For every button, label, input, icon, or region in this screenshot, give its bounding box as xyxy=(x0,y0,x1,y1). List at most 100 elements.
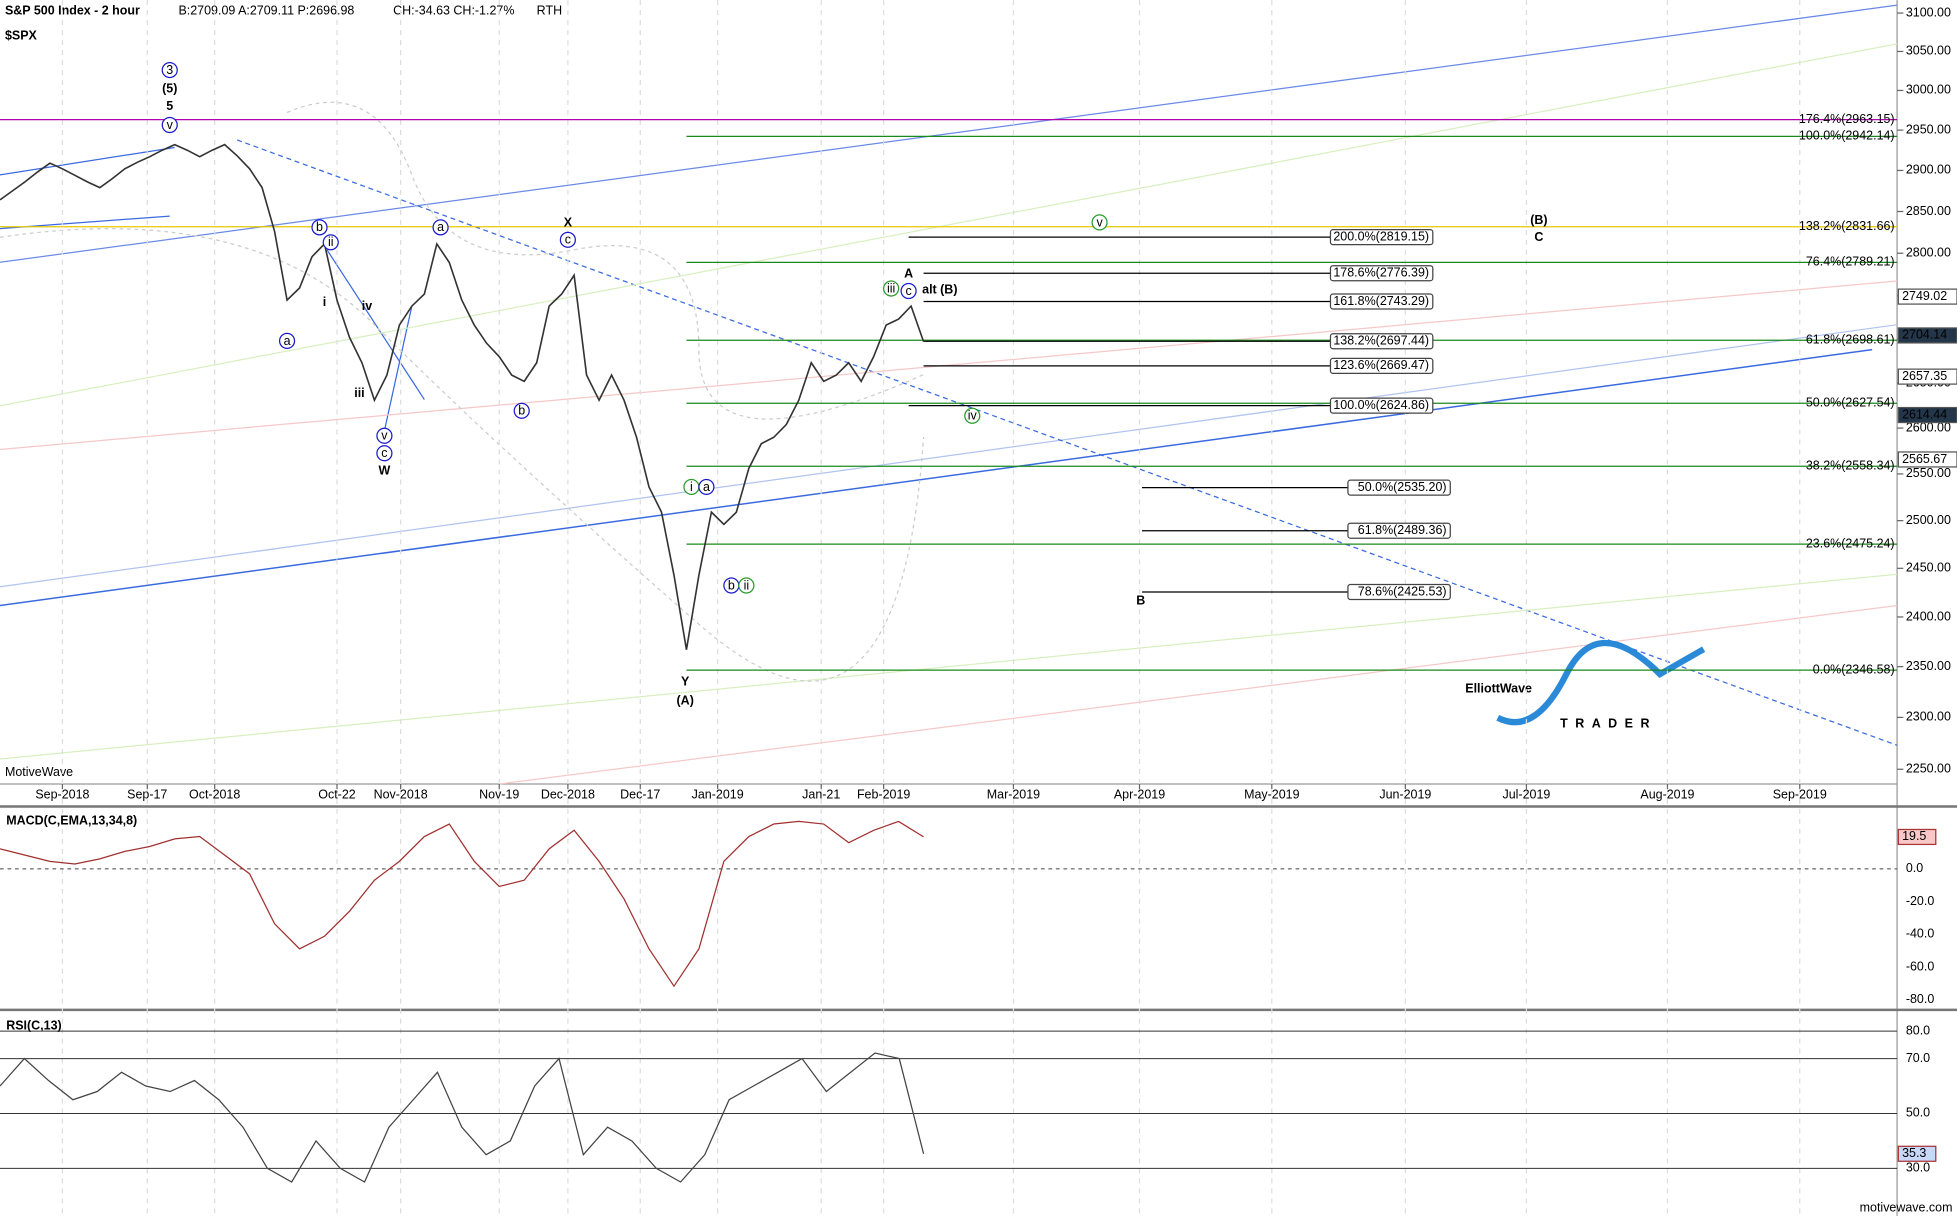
wave-label: C xyxy=(1534,230,1543,244)
panel-title: MACD(C,EMA,13,34,8) xyxy=(6,814,137,828)
projection-label: 50.0%(2535.20) xyxy=(1358,480,1447,494)
wave-label: W xyxy=(379,464,391,478)
wave-label: v xyxy=(381,429,388,443)
x-tick-label: Oct-22 xyxy=(318,788,355,802)
change: CH:-34.63 CH:-1.27% xyxy=(393,4,514,18)
trend-line xyxy=(0,43,1898,407)
y-tick-label: 80.0 xyxy=(1906,1023,1930,1037)
chart-title: S&P 500 Index - 2 hour xyxy=(5,4,140,18)
wave-label: a xyxy=(284,334,291,348)
wave-label: 5 xyxy=(166,99,173,113)
x-tick-label: Jan-2019 xyxy=(692,788,744,802)
projection-box xyxy=(1329,357,1434,375)
wave-label: v xyxy=(167,118,174,132)
wave-circle xyxy=(322,234,339,251)
x-tick-label: May-2019 xyxy=(1244,788,1300,802)
x-tick-label: Jun-2019 xyxy=(1379,788,1431,802)
y-tick-label: 3100.00 xyxy=(1906,5,1951,19)
wave-label: Y xyxy=(681,675,690,689)
y-tick-label: -80.0 xyxy=(1906,992,1934,1006)
projection-box xyxy=(1329,229,1434,246)
indicator-tag xyxy=(1897,1145,1937,1162)
x-tick-label: Oct-2018 xyxy=(189,788,240,802)
y-tick-label: 0.0 xyxy=(1906,861,1923,875)
wave-circle xyxy=(698,478,715,496)
indicator-line xyxy=(0,1052,925,1183)
wave-label: (A) xyxy=(677,693,694,707)
session: RTH xyxy=(537,4,562,18)
x-tick-label: Apr-2019 xyxy=(1114,788,1165,802)
wave-circle xyxy=(738,577,755,594)
quote: B:2709.09 A:2709.11 P:2696.98 xyxy=(178,4,354,18)
wave-label: c xyxy=(905,284,911,298)
indicator-tag xyxy=(1897,828,1937,846)
trend-line xyxy=(0,573,1898,760)
y-tick-label: 50.0 xyxy=(1906,1106,1930,1120)
fib-label: 76.4%(2789.21) xyxy=(1806,255,1895,269)
projection-label: 138.2%(2697.44) xyxy=(1333,334,1429,348)
y-tick-label: -40.0 xyxy=(1906,927,1934,941)
wave-label: iii xyxy=(354,386,364,400)
wave-label: b xyxy=(518,404,525,418)
x-tick-label: Mar-2019 xyxy=(987,788,1040,802)
wave-label: alt (B) xyxy=(922,283,957,297)
wave-label: X xyxy=(564,215,573,229)
y-tick-label: 2800.00 xyxy=(1906,246,1951,260)
y-tick-label: 2500.00 xyxy=(1906,513,1951,527)
wave-label: b xyxy=(728,578,735,592)
wave-label: i xyxy=(323,295,326,309)
price-tag xyxy=(1897,451,1957,468)
trend-line xyxy=(0,324,1898,588)
trend-line xyxy=(0,4,1898,263)
fib-label: 61.8%(2698.61) xyxy=(1806,333,1895,347)
fib-label: 23.6%(2475.24) xyxy=(1806,536,1895,550)
fib-label: 0.0%(2346.58) xyxy=(1813,662,1895,676)
y-tick-label: 2300.00 xyxy=(1906,710,1951,724)
y-tick-label: 2450.00 xyxy=(1906,561,1951,575)
projection-label: 200.0%(2819.15) xyxy=(1333,229,1429,243)
trend-line xyxy=(0,280,1898,451)
wave-label: (5) xyxy=(162,82,177,96)
projection-label: 100.0%(2624.86) xyxy=(1333,398,1429,412)
wave-circle xyxy=(376,445,393,462)
y-tick-label: 2350.00 xyxy=(1906,659,1951,673)
projection-box xyxy=(1347,522,1451,539)
logo xyxy=(1496,639,1706,726)
symbol: $SPX xyxy=(5,29,38,43)
band xyxy=(286,101,924,420)
wave-label: ii xyxy=(744,578,750,592)
y-tick-label: 70.0 xyxy=(1906,1051,1930,1065)
trend-line xyxy=(0,348,1873,607)
trend-line xyxy=(326,249,425,400)
wave-label: b xyxy=(316,220,323,234)
x-tick-label: Sep-2018 xyxy=(35,788,89,802)
x-tick-label: Feb-2019 xyxy=(857,788,910,802)
wave-circle xyxy=(883,280,900,297)
fib-label: 50.0%(2627.54) xyxy=(1806,396,1895,410)
wave-label: (B) xyxy=(1530,213,1547,227)
y-tick-label: 2400.00 xyxy=(1906,609,1951,623)
wave-label: c xyxy=(381,446,387,460)
projection-box xyxy=(1329,293,1434,310)
wave-label: B xyxy=(1136,593,1145,607)
trend-line xyxy=(499,604,1898,785)
logo-text: ElliottWave xyxy=(1465,681,1532,695)
footer: motivewave.com xyxy=(1860,1201,1953,1215)
y-tick-label: 2600.00 xyxy=(1906,420,1951,434)
projection-label: 78.6%(2425.53) xyxy=(1358,584,1447,598)
logo-subtext: TRADER xyxy=(1560,716,1657,730)
wave-label: a xyxy=(703,480,710,494)
wave-circle xyxy=(1091,214,1108,231)
y-tick-label: 2850.00 xyxy=(1906,204,1951,218)
fib-label: 38.2%(2558.34) xyxy=(1806,459,1895,473)
price-tag xyxy=(1897,288,1957,305)
fib-label: 176.4%(2963.15) xyxy=(1799,112,1895,126)
trend-lines xyxy=(0,4,1898,785)
projection-box xyxy=(1329,397,1434,414)
x-tick-label: Sep-2019 xyxy=(1773,788,1827,802)
projection-box xyxy=(1347,583,1451,601)
y-tick-label: 2250.00 xyxy=(1906,762,1951,776)
x-tick-label: Dec-17 xyxy=(620,788,660,802)
